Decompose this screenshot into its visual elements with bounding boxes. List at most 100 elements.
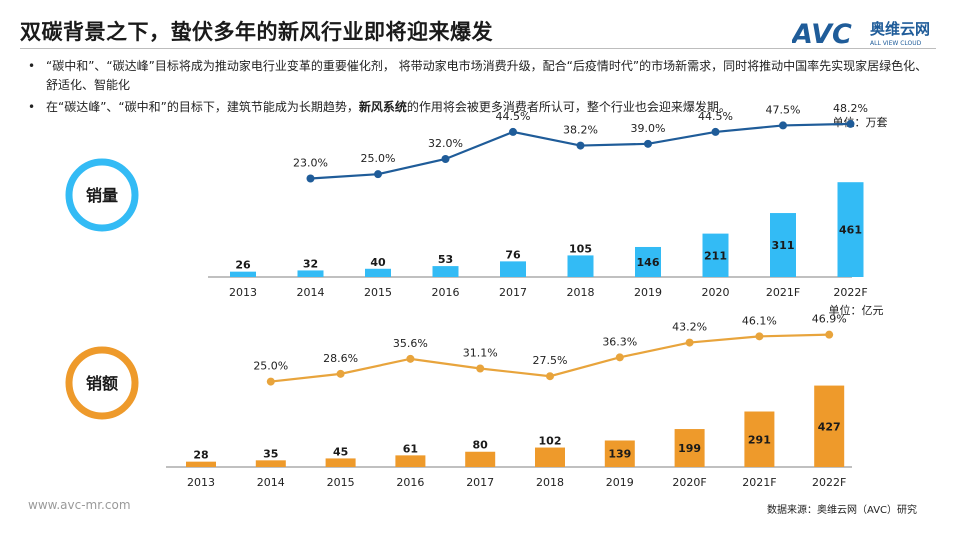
revenue-bar (674, 429, 705, 467)
volume-bar (500, 261, 526, 277)
volume-growth-label: 38.2% (563, 124, 598, 137)
revenue-bar (325, 458, 356, 467)
volume-growth-point (644, 139, 652, 148)
revenue-bar-value-label: 28 (193, 449, 208, 462)
volume-growth-label: 23.0% (293, 157, 328, 170)
volume-growth-point (779, 121, 787, 130)
revenue-bar (395, 455, 426, 467)
revenue-bar-value-label: 80 (473, 439, 489, 452)
volume-category-tick: 2015 (364, 286, 392, 299)
revenue-bar-value-label: 139 (608, 448, 631, 461)
revenue-growth-point (546, 372, 554, 381)
volume-bar (837, 182, 864, 277)
revenue-bar-value-label: 427 (818, 420, 841, 433)
revenue-growth-point (476, 364, 485, 373)
revenue-growth-point (755, 332, 764, 341)
revenue-growth-point (406, 354, 415, 363)
revenue-growth-label: 31.1% (463, 347, 498, 360)
revenue-category-tick: 2015 (327, 476, 355, 489)
volume-bar (297, 270, 324, 277)
volume-category-tick: 2021F (766, 286, 800, 299)
revenue-category-tick: 2013 (187, 476, 215, 489)
revenue-growth-label: 27.5% (533, 354, 568, 367)
volume-growth-label: 44.5% (496, 110, 531, 123)
revenue-bar-value-label: 291 (748, 433, 771, 446)
volume-bar (567, 255, 594, 277)
volume-growth-point (711, 127, 720, 136)
revenue-category-tick: 2019 (606, 476, 634, 489)
bullet-list: • “碳中和”、“碳达峰”目标将成为推动家电行业变革的重要催化剂， 将带动家电市… (28, 57, 938, 120)
revenue-badge-ring (65, 346, 139, 420)
revenue-bar (186, 461, 216, 467)
volume-growth-point (846, 119, 855, 128)
volume-growth-label: 47.5% (766, 103, 801, 116)
volume-category-tick: 2014 (297, 286, 325, 299)
revenue-growth-point (615, 353, 624, 362)
revenue-bar-value-label: 61 (403, 442, 418, 455)
bullet-text: “碳中和”、“碳达峰”目标将成为推动家电行业变革的重要催化剂， 将带动家电市场消… (46, 59, 928, 92)
revenue-growth-label: 35.6% (393, 337, 428, 350)
revenue-category-tick: 2014 (257, 476, 285, 489)
volume-category-tick: 2016 (432, 286, 460, 299)
revenue-category-tick: 2016 (396, 476, 424, 489)
volume-bar (432, 266, 459, 277)
revenue-growth-label: 28.6% (323, 352, 358, 365)
revenue-bar (255, 460, 286, 467)
revenue-growth-point (336, 369, 345, 378)
avc-logo: AVC 奥维云网 ALL VIEW CLOUD (792, 19, 930, 50)
data-source: 数据来源：奥维云网（AVC）研究 (767, 505, 918, 516)
revenue-bar-value-label: 35 (263, 447, 278, 460)
revenue-bar (604, 440, 635, 467)
volume-bar-value-label: 40 (370, 256, 386, 269)
revenue-bar (465, 451, 496, 467)
volume-growth-point (576, 141, 585, 150)
volume-bar (365, 268, 391, 277)
revenue-bar (814, 385, 845, 467)
revenue-bar-value-label: 199 (678, 442, 701, 455)
volume-growth-point (306, 174, 315, 183)
revenue-unit-label: 单位：亿元 (829, 303, 884, 317)
volume-growth-point (441, 155, 450, 163)
logo-cn-name: 奥维云网 (870, 20, 930, 38)
volume-bar-value-label: 76 (505, 248, 521, 261)
volume-category-tick: 2022F (833, 286, 867, 299)
revenue-category-tick: 2021F (742, 476, 776, 489)
volume-badge-ring (65, 158, 139, 232)
bullet-item: • “碳中和”、“碳达峰”目标将成为推动家电行业变革的重要催化剂， 将带动家电市… (28, 57, 938, 95)
revenue-bar-value-label: 45 (333, 445, 348, 458)
volume-panel-label: 销量 (86, 186, 118, 205)
revenue-growth-label: 36.3% (602, 335, 637, 348)
revenue-growth-label: 43.2% (672, 321, 707, 334)
volume-growth-label: 44.5% (698, 110, 733, 123)
revenue-growth-label: 46.9% (812, 313, 847, 326)
bullet-text-bold: 新风系统 (358, 100, 407, 114)
logo-brand: AVC (792, 19, 852, 50)
bullet-dot: • (28, 100, 36, 114)
volume-category-tick: 2018 (567, 286, 595, 299)
volume-bar-value-label: 26 (235, 259, 251, 272)
volume-growth-label: 39.0% (631, 122, 666, 135)
revenue-growth-label: 46.1% (742, 314, 777, 327)
footer-url[interactable]: www.avc-mr.com (28, 498, 131, 512)
revenue-growth-point (825, 330, 834, 339)
volume-growth-point (509, 127, 517, 136)
volume-growth-label: 25.0% (361, 152, 396, 165)
volume-bar (230, 271, 256, 277)
revenue-growth-label: 25.0% (253, 360, 288, 373)
revenue-badge-inner (77, 358, 127, 408)
volume-bar-value-label: 146 (637, 256, 660, 269)
volume-category-tick: 2020 (702, 286, 730, 299)
volume-category-tick: 2013 (229, 286, 257, 299)
volume-bar-value-label: 461 (839, 224, 862, 237)
revenue-bar (535, 447, 565, 467)
revenue-category-tick: 2020F (672, 476, 706, 489)
volume-bar-value-label: 311 (772, 239, 795, 252)
revenue-category-tick: 2018 (536, 476, 564, 489)
revenue-category-tick: 2022F (812, 476, 846, 489)
volume-bar-value-label: 32 (303, 257, 318, 270)
title-divider (20, 48, 936, 49)
page-title: 双碳背景之下，蛰伏多年的新风行业即将迎来爆发 (20, 20, 493, 44)
revenue-growth-point (266, 377, 275, 386)
volume-category-tick: 2019 (634, 286, 662, 299)
